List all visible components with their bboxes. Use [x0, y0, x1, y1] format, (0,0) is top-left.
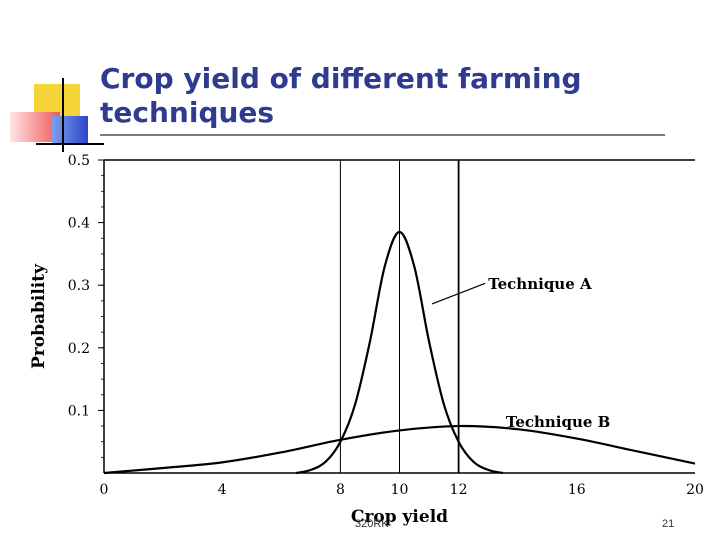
- y-tick-label: 0.2: [68, 341, 90, 357]
- decor-red-bar: [10, 112, 60, 142]
- x-tick-label: 10: [391, 482, 409, 498]
- chart-series: [103, 230, 696, 475]
- y-tick-label: 0.1: [68, 403, 90, 419]
- series-label-technique-b: Technique B: [506, 413, 610, 431]
- y-tick-label: 0.5: [68, 153, 90, 169]
- series-label-leader: [431, 282, 486, 305]
- slide-title: Crop yield of different farming techniqu…: [100, 62, 582, 129]
- slide-number: 21: [662, 518, 675, 530]
- chart-labels: Technique A Technique B Crop yield Probabil…: [29, 263, 610, 527]
- title-underline: [100, 134, 665, 136]
- x-tick-label: 4: [218, 482, 227, 498]
- series-line-technique-b: [103, 424, 696, 475]
- decor-blue-square: [52, 116, 88, 144]
- decor-vertical-line: [62, 78, 64, 152]
- x-tick-label: 20: [686, 482, 704, 498]
- chart-ticks: 0 4 8 10 12 16 20 0.5 0.4 0.3 0.2 0.1: [68, 153, 704, 498]
- series-label-technique-a: Technique A: [488, 275, 592, 293]
- y-axis-title: Probability: [29, 263, 49, 369]
- y-tick-label: 0.4: [68, 216, 90, 232]
- footer-text: 320RK: [355, 518, 389, 530]
- y-tick-label: 0.3: [68, 278, 90, 294]
- series-line-technique-a: [295, 230, 504, 475]
- x-tick-label: 12: [450, 482, 468, 498]
- reference-lines: [339, 160, 460, 473]
- decor-horizontal-line: [36, 143, 104, 145]
- x-tick-label: 8: [336, 482, 345, 498]
- x-tick-label: 0: [100, 482, 109, 498]
- x-tick-label: 16: [568, 482, 586, 498]
- x-axis-title: Crop yield: [351, 507, 448, 527]
